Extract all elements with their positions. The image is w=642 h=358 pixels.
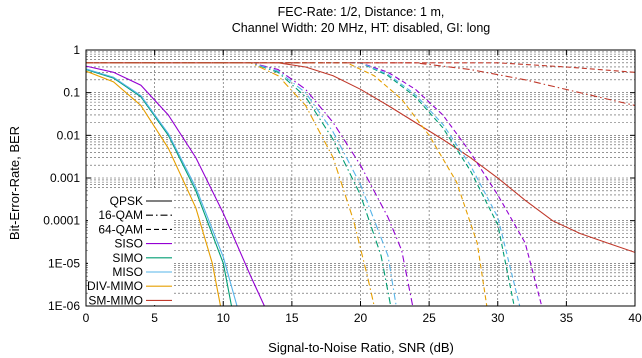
x-tick-label: 5 [151,311,158,325]
x-tick-label: 10 [217,311,231,325]
x-tick-label: 15 [285,311,299,325]
y-tick-label: 0.001 [50,171,80,185]
x-tick-label: 25 [422,311,436,325]
y-tick-label: 1E-05 [48,256,80,270]
legend-label-16-qam: 16-QAM [98,208,143,222]
series-lines [86,62,635,306]
legend-label-miso: MISO [112,265,143,279]
series-line-sm-mimo-qpsk [86,62,635,253]
x-axis-label: Signal-to-Noise Ratio, SNR (dB) [268,340,454,355]
legend-label-simo: SIMO [112,251,143,265]
legend-label-qpsk: QPSK [110,194,143,208]
series-line-div-mimo-64-qam [86,62,488,306]
series-line-div-mimo-qpsk [86,70,222,306]
x-tick-label: 30 [491,311,505,325]
series-line-miso-16-qam [86,62,397,306]
x-tick-label: 20 [354,311,368,325]
chart-title-line-1: FEC-Rate: 1/2, Distance: 1 m, [278,5,445,19]
chart-title: FEC-Rate: 1/2, Distance: 1 m, Channel Wi… [232,5,491,35]
y-tick-label: 0.1 [63,86,80,100]
series-line-simo-qpsk [86,68,233,306]
y-tick-label: 1 [73,43,80,57]
series-line-miso-qpsk [86,68,238,306]
y-axis-label: Bit-Error-Rate, BER [7,126,22,240]
series-line-div-mimo-16-qam [86,62,375,306]
y-tick-label: 0.01 [57,128,81,142]
chart-title-line-2: Channel Width: 20 MHz, HT: disabled, GI:… [232,21,491,35]
axis-ticks: 0 5 10 15 20 25 30 35 40 1 0.1 0.01 0.001 0.0001 1E-05… [43,43,642,325]
series-line-sm-mimo-64-qam [86,62,635,73]
legend: QPSK16-QAM64-QAMSISOSIMOMISODIV-MIMOSM-M… [87,190,174,307]
series-line-siso-qpsk [86,65,265,306]
y-tick-label: 1E-06 [48,299,80,313]
legend-label-siso: SISO [114,237,143,251]
series-line-siso-64-qam [86,62,543,306]
x-tick-label: 35 [560,311,574,325]
legend-label-sm-mimo: SM-MIMO [88,293,143,307]
series-line-simo-64-qam [86,62,515,306]
x-tick-label: 40 [628,311,642,325]
legend-label-div-mimo: DIV-MIMO [87,279,143,293]
legend-label-64-qam: 64-QAM [98,222,143,236]
x-tick-label: 0 [83,311,90,325]
series-line-sm-mimo-16-qam [86,62,635,107]
grid-lines [86,50,635,306]
y-tick-label: 0.0001 [43,214,80,228]
